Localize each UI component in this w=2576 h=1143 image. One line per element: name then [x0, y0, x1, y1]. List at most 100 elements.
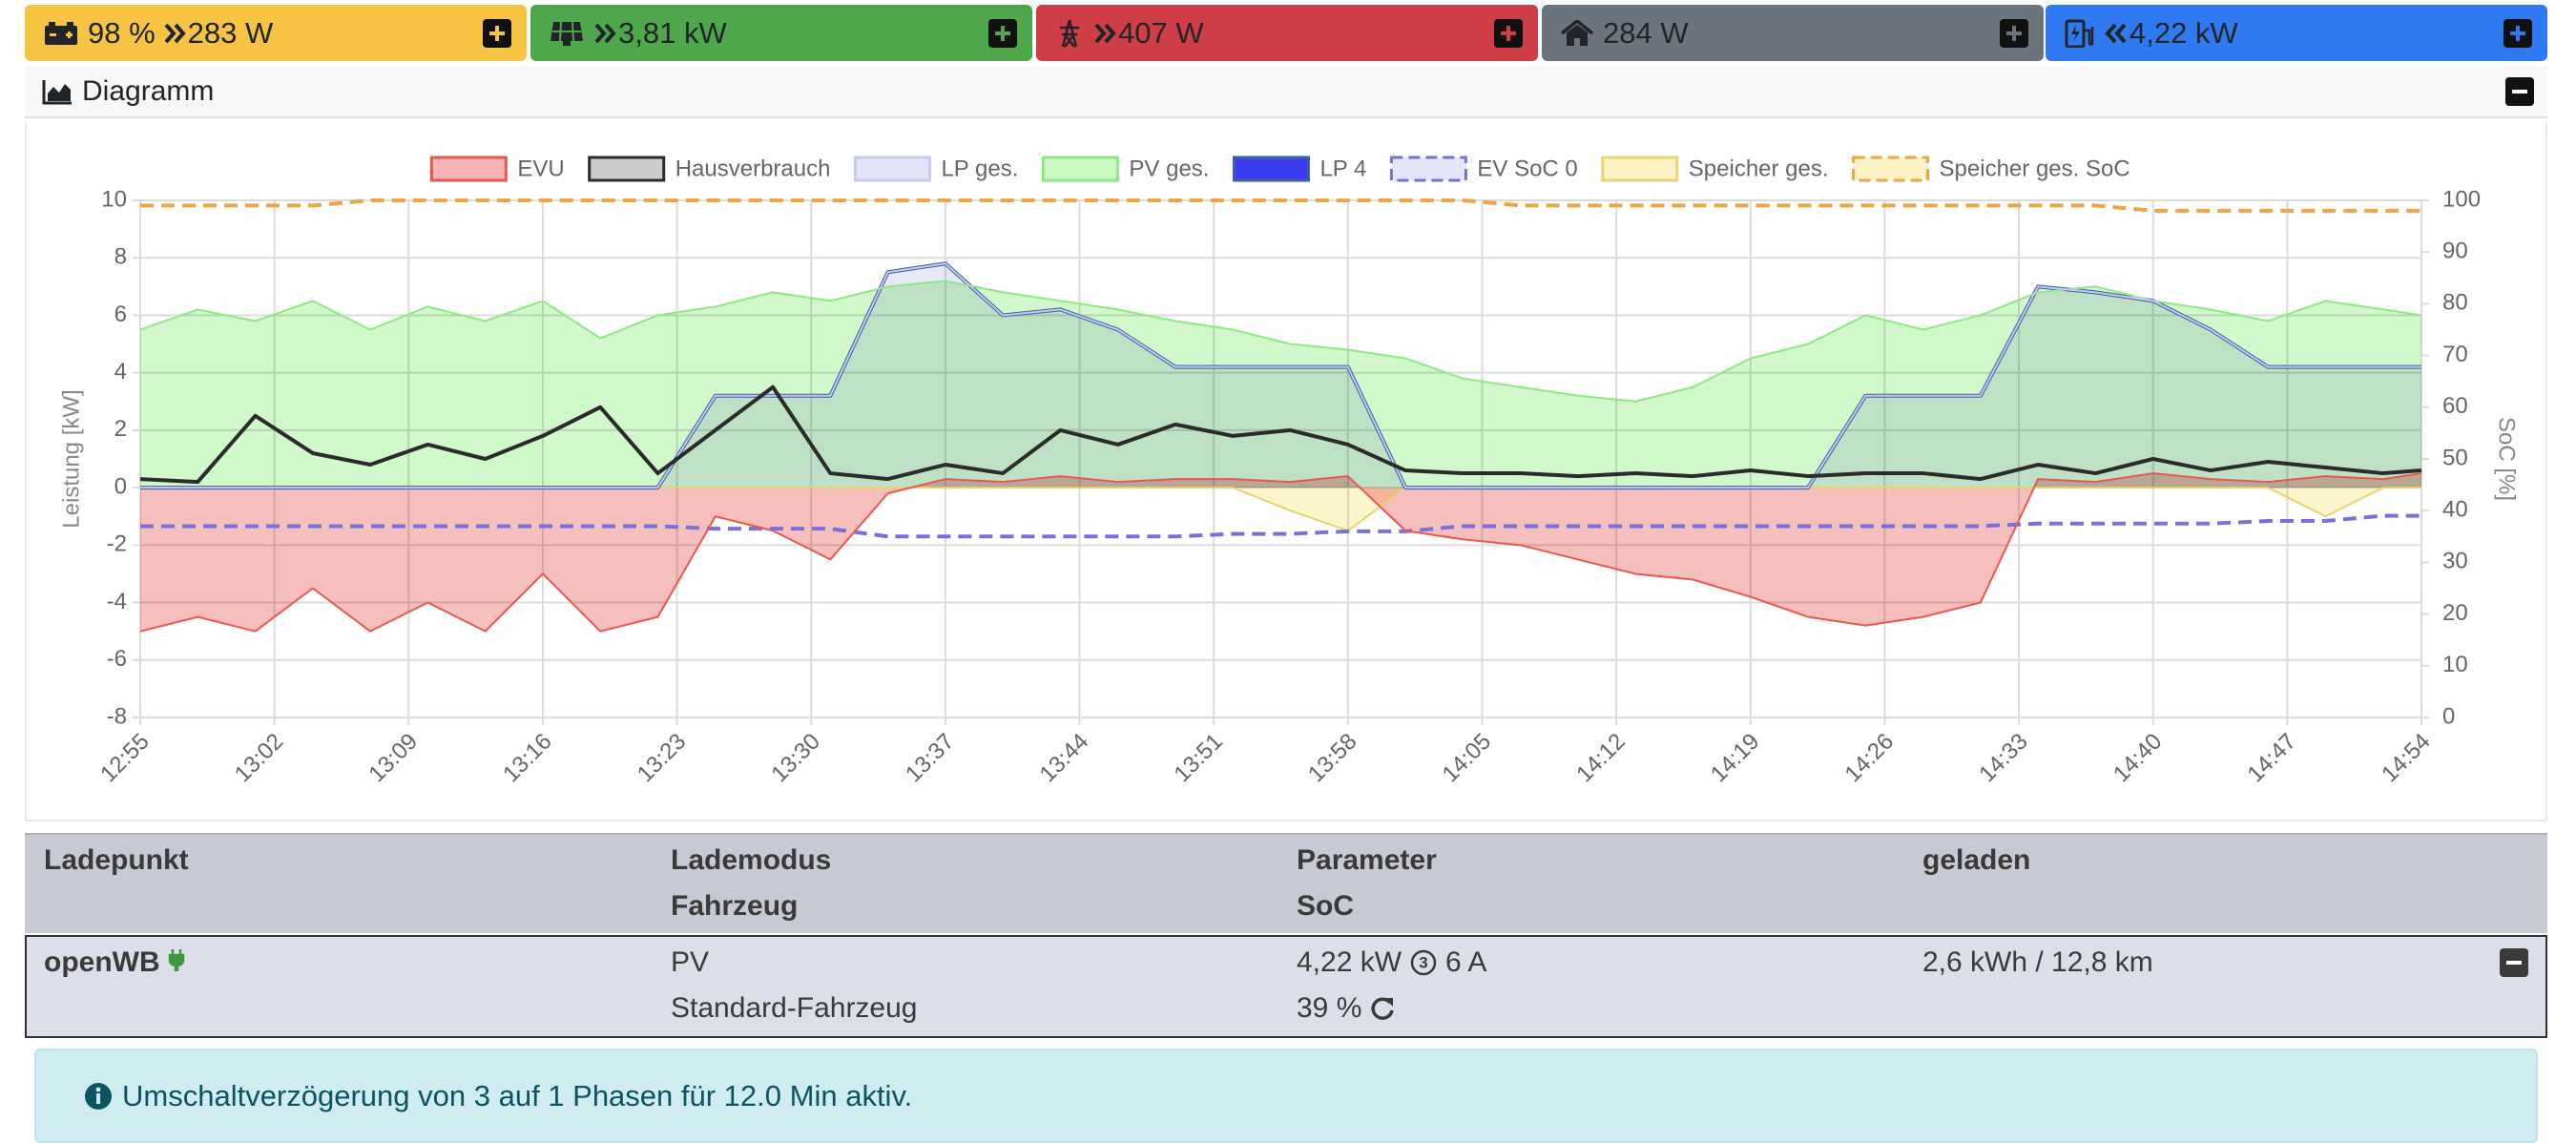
x-tick-label: 14:47 [2243, 729, 2302, 788]
vehicle-soc: 39 % [1297, 992, 1396, 1025]
series-line [140, 262, 2421, 489]
y2-tick-label: 0 [2442, 703, 2455, 729]
expand-button[interactable] [2000, 19, 2028, 48]
chevron-icon [1094, 23, 1116, 43]
legend-swatch [1232, 156, 1310, 182]
y-tick-label: 8 [114, 244, 127, 270]
x-tick-label: 13:37 [901, 729, 960, 788]
th-fahrzeug: Fahrzeug [671, 890, 799, 922]
battery-tile[interactable]: 98 % 283 W [25, 5, 527, 61]
expand-button[interactable] [988, 19, 1017, 48]
legend-label: PV ges. [1129, 156, 1209, 181]
grid-icon [1060, 19, 1079, 48]
legend-item[interactable]: PV ges. [1041, 156, 1209, 182]
charge-power: 4,22 kW [1297, 946, 1402, 978]
panel-header: Diagramm [25, 66, 2547, 118]
series-line [140, 198, 2421, 213]
x-tick-label: 13:44 [1035, 729, 1094, 788]
chargepoint-name-text: openWB [44, 946, 160, 978]
house-tile[interactable]: 284 W [1542, 5, 2044, 61]
th-lademodus: Lademodus [671, 844, 832, 876]
panel-title: Diagramm [82, 74, 215, 107]
series-line [140, 513, 2421, 539]
battery-power: 283 W [187, 15, 274, 50]
plug-icon [168, 949, 185, 972]
y2-tick-label: 80 [2442, 290, 2468, 316]
legend-item[interactable]: Speicher ges. [1601, 156, 1829, 182]
legend-swatch [429, 156, 508, 182]
table-row: openWB PV Standard-Fahrzeug 4,22 kW 3 6 … [25, 935, 2547, 1038]
y-tick-label: -2 [107, 531, 127, 557]
grid-tile[interactable]: 407 W [1036, 5, 1538, 61]
y2-tick-label: 90 [2442, 239, 2468, 264]
chart-icon [42, 79, 72, 104]
y-tick-label: 6 [114, 301, 127, 327]
x-tick-label: 13:23 [633, 729, 692, 788]
legend-item[interactable]: EV SoC 0 [1389, 156, 1578, 182]
y-tick-label: 0 [114, 473, 127, 499]
y2-tick-label: 40 [2442, 497, 2468, 523]
x-tick-label: 13:16 [498, 729, 557, 788]
y-tick-label: -4 [107, 589, 127, 614]
y2-tick-label: 30 [2442, 549, 2468, 574]
charging-power: 4,22 kW [2129, 15, 2238, 50]
x-tick-label: 14:12 [1571, 729, 1631, 788]
refresh-button[interactable] [1369, 995, 1396, 1022]
collapse-button[interactable] [2500, 948, 2528, 977]
legend-label: Speicher ges. [1689, 156, 1829, 181]
x-tick-label: 13:51 [1169, 729, 1228, 788]
line-layer [139, 198, 2422, 633]
legend-item[interactable]: Speicher ges. SoC [1852, 156, 2130, 182]
legend-swatch [1852, 156, 1930, 182]
battery-icon [45, 21, 77, 45]
y2-tick-label: 60 [2442, 393, 2468, 419]
y2-tick-label: 20 [2442, 600, 2468, 626]
legend-item[interactable]: LP ges. [853, 156, 1018, 182]
legend-swatch [1389, 156, 1467, 182]
charged-energy: 2,6 kWh / 12,8 km [1922, 946, 2153, 978]
legend-swatch [1601, 156, 1679, 182]
series-line [139, 472, 2422, 633]
collapse-button[interactable] [2505, 77, 2534, 106]
parameter: 4,22 kW 3 6 A [1297, 946, 1486, 979]
chevron-icon [2105, 23, 2127, 43]
legend-swatch [1041, 156, 1119, 182]
chart-card: Leistung [kW] SoC [%] -8 -6 -4 -2 0 2 4 6 8 10 0 10… [25, 123, 2547, 821]
pv-tile[interactable]: 3,81 kW [530, 5, 1032, 61]
area-fill [140, 473, 2421, 632]
series-line [139, 384, 2422, 485]
pv-icon [551, 21, 583, 46]
chevron-icon [164, 23, 186, 43]
y-axis-label: Leistung [kW] [58, 389, 84, 528]
charging-tile[interactable]: 4,22 kW [2046, 5, 2547, 61]
info-icon [85, 1082, 112, 1110]
expand-button[interactable] [1494, 19, 1523, 48]
legend: EVU Hausverbrauch LP ges. PV ges. LP 4 EV SoC… [429, 156, 2130, 182]
x-tick-label: 14:26 [1840, 729, 1900, 788]
x-tick-label: 14:54 [2377, 729, 2436, 788]
alert-text: Umschaltverzögerung von 3 auf 1 Phasen f… [122, 1078, 913, 1112]
x-tick-label: 14:05 [1438, 729, 1497, 788]
charging-icon [2065, 19, 2094, 48]
legend-item[interactable]: Hausverbrauch [588, 156, 831, 182]
expand-button[interactable] [483, 19, 511, 48]
x-tick-label: 13:09 [364, 729, 423, 788]
legend-label: EV SoC 0 [1477, 156, 1577, 181]
legend-swatch [588, 156, 666, 182]
house-icon [1561, 19, 1593, 46]
battery-soc: 98 % [88, 15, 156, 50]
y2-tick-label: 70 [2442, 342, 2468, 367]
expand-button[interactable] [2503, 19, 2532, 48]
x-tick-label: 14:33 [1974, 729, 2033, 788]
x-tick-label: 12:55 [95, 729, 155, 788]
legend-item[interactable]: LP 4 [1232, 156, 1366, 182]
plot-area [139, 198, 2422, 633]
x-tick-label: 13:30 [766, 729, 825, 788]
legend-label: LP ges. [941, 156, 1018, 181]
vehicle: Standard-Fahrzeug [671, 992, 918, 1024]
y-tick-label: 4 [114, 359, 127, 384]
legend-label: EVU [517, 156, 564, 181]
grid-power: 407 W [1118, 15, 1204, 50]
legend-item[interactable]: EVU [429, 156, 565, 182]
